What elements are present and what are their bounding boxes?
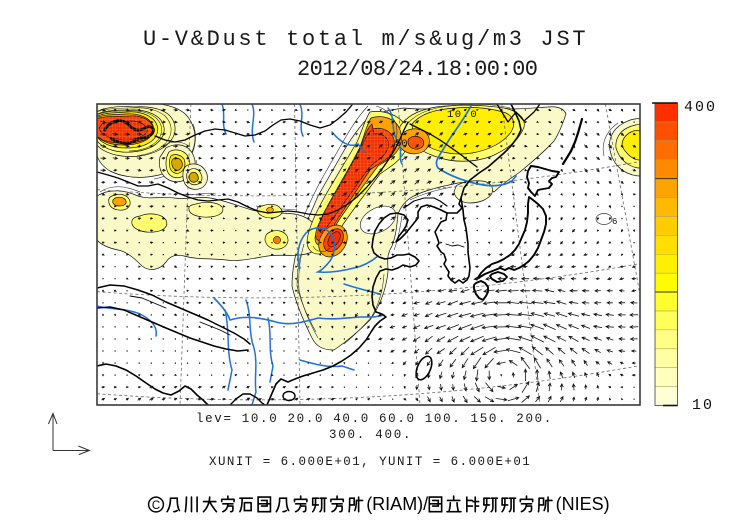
svg-text:6: 6	[612, 217, 617, 227]
svg-text:10: 10	[692, 397, 714, 414]
svg-text:(NIES): (NIES)	[556, 494, 610, 514]
svg-text:C: C	[152, 500, 160, 512]
svg-text:10.0: 10.0	[447, 109, 478, 121]
svg-text:400: 400	[684, 99, 717, 116]
svg-text:50: 50	[395, 138, 408, 150]
svg-text:(RIAM)/: (RIAM)/	[366, 494, 428, 514]
